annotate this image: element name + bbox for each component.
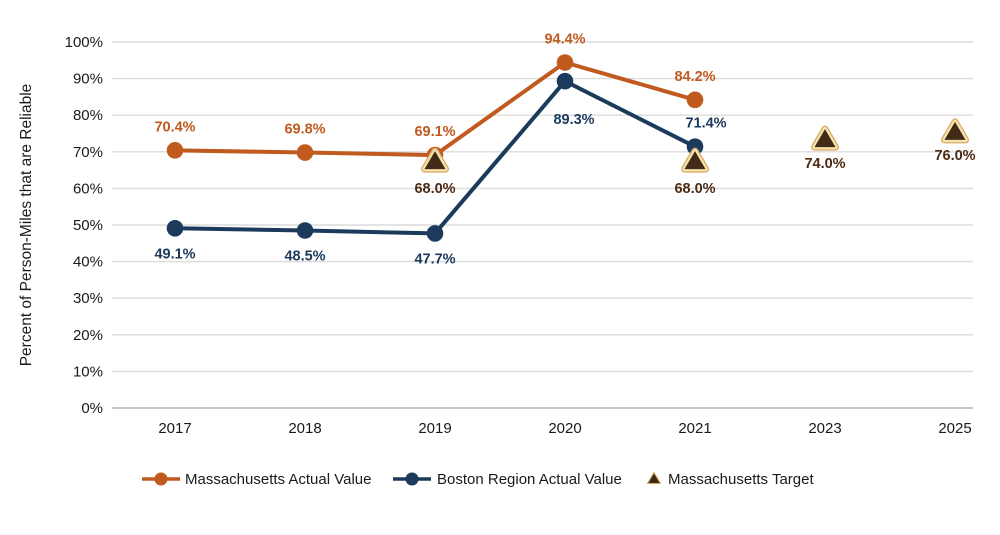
- legend-swatch-marker: [405, 472, 419, 486]
- y-tick-label: 80%: [73, 107, 103, 124]
- legend-swatch-triangle: [646, 471, 662, 484]
- data-label: 69.8%: [284, 122, 325, 138]
- data-point-marker: [426, 225, 444, 242]
- data-label: 49.1%: [154, 246, 195, 262]
- x-tick-label: 2018: [288, 420, 321, 437]
- data-label: 70.4%: [154, 119, 195, 135]
- legend-swatch-marker: [154, 472, 168, 486]
- data-label: 68.0%: [414, 181, 455, 197]
- y-axis-title: Percent of Person-Miles that are Reliabl…: [18, 84, 35, 367]
- y-tick-label: 10%: [73, 363, 103, 380]
- legend-label: Boston Region Actual Value: [437, 471, 622, 488]
- data-label: 76.0%: [934, 148, 975, 164]
- data-point-marker: [166, 142, 184, 159]
- target-marker: [682, 148, 708, 172]
- x-tick-label: 2021: [678, 420, 711, 437]
- y-tick-label: 20%: [73, 327, 103, 344]
- data-label: 69.1%: [414, 124, 455, 140]
- x-tick-label: 2025: [938, 420, 971, 437]
- y-tick-label: 100%: [65, 34, 103, 51]
- data-label: 48.5%: [284, 248, 325, 264]
- data-point-marker: [686, 138, 704, 155]
- x-tick-label: 2017: [158, 420, 191, 437]
- y-tick-label: 90%: [73, 71, 103, 88]
- target-marker: [942, 119, 968, 143]
- x-tick-label: 2023: [808, 420, 841, 437]
- y-tick-label: 60%: [73, 180, 103, 197]
- target-marker: [812, 126, 838, 150]
- data-point-marker: [556, 72, 574, 90]
- y-tick-label: 40%: [73, 254, 103, 271]
- data-point-marker: [296, 144, 314, 161]
- data-point-marker: [166, 219, 184, 237]
- y-tick-label: 30%: [73, 290, 103, 307]
- x-tick-label: 2019: [418, 420, 451, 437]
- legend-label: Massachusetts Actual Value: [185, 471, 372, 488]
- y-tick-label: 0%: [81, 400, 103, 417]
- data-label: 94.4%: [544, 31, 585, 47]
- data-label: 47.7%: [414, 251, 455, 267]
- x-tick-label: 2020: [548, 420, 581, 437]
- y-tick-label: 50%: [73, 217, 103, 234]
- data-label: 68.0%: [674, 181, 715, 197]
- data-label: 84.2%: [674, 69, 715, 85]
- y-tick-label: 70%: [73, 144, 103, 161]
- data-point-marker: [296, 222, 314, 239]
- data-point-marker: [556, 54, 574, 71]
- data-point-marker: [686, 91, 704, 109]
- data-label: 89.3%: [553, 112, 594, 128]
- data-label: 74.0%: [804, 156, 845, 172]
- target-marker: [422, 148, 448, 172]
- legend-label: Massachusetts Target: [668, 471, 814, 488]
- data-label: 71.4%: [685, 116, 726, 132]
